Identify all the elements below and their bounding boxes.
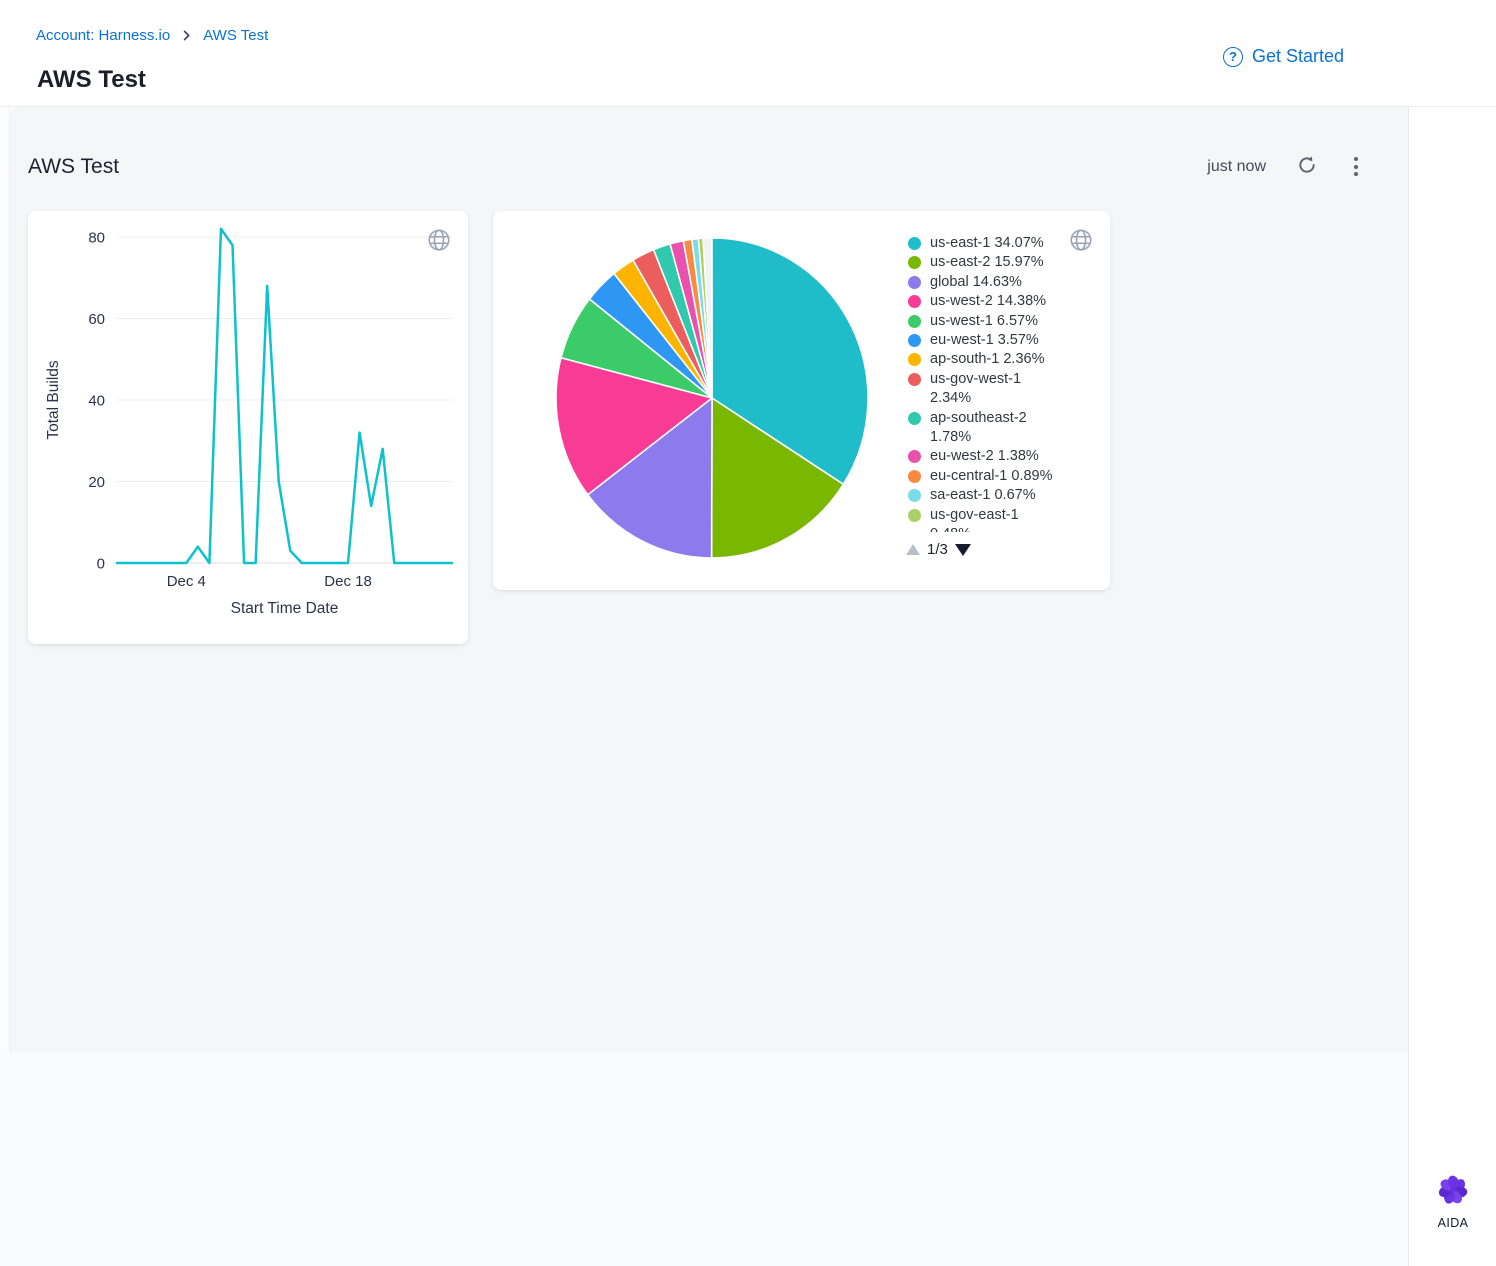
legend-label: eu-west-2 1.38%	[930, 448, 1039, 465]
legend-pagination: 1/3	[906, 541, 971, 558]
legend-dot	[908, 314, 921, 328]
last-refreshed-label: just now	[1207, 157, 1266, 175]
legend-label: us-east-2 15.97%	[930, 254, 1044, 271]
legend-item-sa-east-1[interactable]: sa-east-1 0.67%	[908, 486, 1100, 505]
pie-slice-global[interactable]	[586, 397, 713, 559]
dashboard-title: AWS Test	[28, 154, 120, 178]
page-title: AWS Test	[37, 66, 146, 93]
pie-slice-others[interactable]	[702, 237, 713, 399]
legend-label: us-west-1 6.57%	[930, 312, 1038, 329]
legend-dot	[908, 353, 921, 367]
legend-label: ap-southeast-2 1.78%	[930, 409, 1027, 446]
svg-text:20: 20	[88, 474, 105, 491]
legend-item-eu-central-1[interactable]: eu-central-1 0.89%	[908, 467, 1100, 486]
total-builds-series-line	[115, 227, 454, 565]
legend-dot	[908, 275, 921, 289]
footer-background	[0, 1053, 1408, 1266]
get-started-link[interactable]: ? Get Started	[1222, 46, 1344, 67]
aida-label: AIDA	[1437, 1216, 1469, 1230]
page-header: Account: Harness.io AWS Test AWS Test ? …	[0, 0, 1496, 107]
collapsed-left-nav-strip	[0, 107, 10, 1053]
legend-label: global 14.63%	[930, 273, 1022, 290]
legend-item-ap-south-1[interactable]: ap-south-1 2.36%	[908, 350, 1100, 369]
dashboard-tile-globe-button[interactable]	[426, 227, 452, 256]
breadcrumb: Account: Harness.io AWS Test	[36, 27, 268, 44]
pie-slice-us-east-2[interactable]	[710, 397, 845, 559]
get-started-label: Get Started	[1251, 46, 1344, 66]
legend-item-us-east-2[interactable]: us-east-2 15.97%	[908, 253, 1100, 272]
legend-label: eu-west-1 3.57%	[930, 332, 1039, 349]
legend-dot	[908, 450, 921, 464]
refresh-icon	[1296, 154, 1318, 179]
legend-item-us-east-1[interactable]: us-east-1 34.07%	[908, 234, 1100, 253]
legend-label: us-gov-east-10.48%	[930, 506, 1019, 532]
triangle-down-icon[interactable]	[954, 543, 971, 556]
pinwheel-flower-icon	[1438, 1175, 1468, 1210]
legend-dot	[908, 372, 921, 386]
legend-dot	[908, 295, 921, 309]
kebab-menu-icon	[1354, 157, 1358, 176]
svg-text:Dec 18: Dec 18	[324, 573, 372, 590]
dashboard-tile-globe-button[interactable]	[1068, 227, 1094, 256]
dashboard-content: AWS Test just now 0 20 40 60 80 Dec	[10, 107, 1408, 1053]
svg-text:80: 80	[88, 230, 105, 247]
pie-slice-us-west-2[interactable]	[555, 356, 713, 496]
legend-item-eu-west-1[interactable]: eu-west-1 3.57%	[908, 331, 1100, 350]
legend-dot	[908, 469, 921, 483]
legend-label: eu-central-1 0.89%	[930, 467, 1053, 484]
globe-icon	[1068, 229, 1094, 256]
legend-item-us-gov-east-1[interactable]: us-gov-east-10.48%	[908, 506, 1100, 532]
legend-dot	[908, 237, 921, 250]
legend-page-indicator: 1/3	[927, 541, 948, 558]
svg-text:0: 0	[97, 556, 105, 573]
right-utility-rail: AIDA	[1408, 107, 1496, 1266]
legend-item-eu-west-2[interactable]: eu-west-2 1.38%	[908, 447, 1100, 466]
legend-item-us-west-1[interactable]: us-west-1 6.57%	[908, 312, 1100, 331]
dashboard-section-header: AWS Test just now	[28, 152, 1364, 181]
svg-text:Dec 4: Dec 4	[167, 573, 206, 590]
legend-dot	[908, 508, 921, 522]
svg-text:Total Builds: Total Builds	[45, 360, 62, 440]
question-circle-icon: ?	[1222, 46, 1243, 67]
breadcrumb-account-link[interactable]: Account: Harness.io	[36, 27, 171, 44]
legend-label: us-gov-west-1 2.34%	[930, 370, 1022, 407]
legend-dot	[908, 256, 921, 270]
svg-text:40: 40	[88, 393, 105, 410]
legend-dot	[908, 334, 921, 348]
pie-legend: us-east-1 34.07% us-east-2 15.97% global 1…	[908, 234, 1100, 532]
legend-item-us-gov-west-1[interactable]: us-gov-west-1 2.34%	[908, 370, 1100, 409]
refresh-button[interactable]	[1294, 152, 1320, 181]
chevron-right-icon	[180, 29, 193, 42]
legend-dot	[908, 411, 921, 425]
pie-chart-card: us-east-1 34.07% us-east-2 15.97% global 1…	[493, 211, 1110, 590]
svg-text:60: 60	[88, 311, 105, 328]
legend-dot	[908, 489, 921, 503]
legend-item-us-west-2[interactable]: us-west-2 14.38%	[908, 292, 1100, 311]
region-pie-chart	[555, 237, 869, 559]
aida-assistant-button[interactable]: AIDA	[1409, 1175, 1496, 1230]
breadcrumb-current-link[interactable]: AWS Test	[203, 27, 269, 44]
legend-label: ap-south-1 2.36%	[930, 351, 1045, 368]
triangle-up-icon[interactable]	[906, 544, 920, 555]
globe-icon	[426, 229, 452, 256]
legend-item-global[interactable]: global 14.63%	[908, 273, 1100, 292]
options-menu-button[interactable]	[1348, 155, 1364, 178]
legend-label: us-west-2 14.38%	[930, 293, 1047, 310]
legend-item-ap-southeast-2[interactable]: ap-southeast-2 1.78%	[908, 409, 1100, 448]
svg-text:Start Time Date: Start Time Date	[231, 600, 339, 617]
legend-label: sa-east-1 0.67%	[930, 487, 1036, 504]
line-chart-card: 0 20 40 60 80 Dec 4 Dec 18 Total Builds Start Ti…	[28, 211, 468, 644]
total-builds-line-chart: 0 20 40 60 80 Dec 4 Dec 18 Total Builds Start Ti…	[45, 227, 454, 617]
legend-label: us-east-1 34.07%	[930, 235, 1044, 251]
